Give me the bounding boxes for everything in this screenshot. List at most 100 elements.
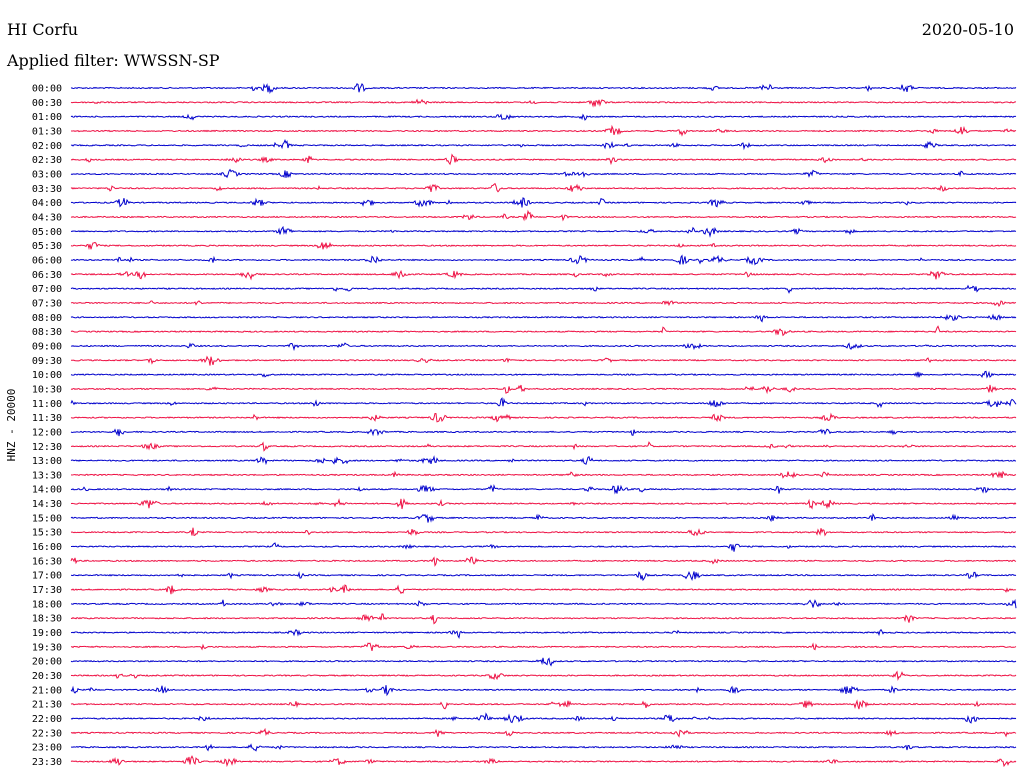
- trace-line: [70, 512, 1017, 523]
- trace-line: [70, 98, 1017, 108]
- trace-line: [70, 727, 1017, 738]
- row-time-label: 14:30: [32, 499, 62, 510]
- row-time-label: 09:00: [32, 341, 62, 352]
- filter-label: Applied filter: WWSSN-SP: [7, 51, 220, 70]
- row-time-label: 13:30: [32, 470, 62, 481]
- row-time-label: 06:00: [32, 255, 62, 266]
- trace-line: [70, 455, 1017, 466]
- trace-line: [70, 325, 1017, 337]
- trace-line: [70, 441, 1017, 452]
- trace-line: [70, 584, 1017, 595]
- row-time-label: 08:30: [32, 327, 62, 338]
- row-time-label: 17:00: [32, 571, 62, 582]
- row-time-label: 21:30: [32, 700, 62, 711]
- trace-line: [70, 628, 1017, 640]
- trace-line: [70, 412, 1017, 423]
- trace-line: [70, 598, 1017, 609]
- row-time-label: 05:00: [32, 227, 62, 238]
- trace-line: [70, 300, 1017, 308]
- trace-line: [70, 527, 1017, 537]
- row-time-label: 10:30: [32, 384, 62, 395]
- trace-line: [70, 384, 1017, 395]
- row-time-label: 14:00: [32, 485, 62, 496]
- row-time-label: 01:00: [32, 112, 62, 123]
- trace-rows: 00:00 00:30 01:00 01:30 02:00 02:30 03:00 03:30…: [32, 82, 1017, 768]
- row-time-label: 09:30: [32, 356, 62, 367]
- trace-line: [70, 699, 1017, 710]
- row-time-label: 03:30: [32, 184, 62, 195]
- row-time-label: 05:30: [32, 241, 62, 252]
- trace-line: [70, 355, 1017, 366]
- trace-line: [70, 269, 1017, 281]
- row-time-label: 00:00: [32, 84, 62, 95]
- trace-line: [70, 657, 1017, 667]
- row-time-label: 18:00: [32, 599, 62, 610]
- trace-line: [70, 397, 1017, 409]
- row-time-label: 01:30: [32, 126, 62, 137]
- trace-line: [70, 209, 1017, 222]
- trace-line: [70, 613, 1017, 625]
- trace-line: [70, 470, 1017, 479]
- row-time-label: 22:30: [32, 728, 62, 739]
- trace-line: [70, 342, 1017, 352]
- trace-line: [70, 498, 1017, 510]
- row-time-label: 11:30: [32, 413, 62, 424]
- trace-line: [70, 484, 1017, 495]
- trace-line: [70, 284, 1017, 294]
- station-title: HI Corfu: [7, 20, 79, 39]
- trace-line: [71, 124, 1017, 137]
- row-time-label: 16:30: [32, 556, 62, 567]
- row-time-label: 19:30: [32, 642, 62, 653]
- row-time-label: 18:30: [32, 614, 62, 625]
- trace-line: [70, 197, 1017, 208]
- row-time-label: 22:00: [32, 714, 62, 725]
- row-time-label: 11:00: [32, 399, 62, 410]
- trace-line: [70, 370, 1017, 379]
- row-time-label: 16:00: [32, 542, 62, 553]
- trace-line: [70, 82, 1017, 95]
- row-time-label: 20:00: [32, 657, 62, 668]
- trace-line: [70, 743, 1017, 752]
- trace-line: [70, 670, 1017, 681]
- row-time-label: 07:30: [32, 298, 62, 309]
- row-time-label: 12:00: [32, 427, 62, 438]
- trace-line: [70, 428, 1017, 437]
- row-time-label: 13:00: [32, 456, 62, 467]
- row-time-label: 04:30: [32, 212, 62, 223]
- row-time-label: 02:00: [32, 141, 62, 152]
- trace-line: [70, 254, 1017, 266]
- trace-line: [70, 712, 1017, 724]
- row-time-label: 00:30: [32, 98, 62, 109]
- row-time-label: 08:00: [32, 313, 62, 324]
- row-time-label: 21:00: [32, 685, 62, 696]
- trace-line: [70, 685, 1017, 697]
- trace-line: [70, 168, 1017, 179]
- row-time-label: 23:30: [32, 757, 62, 768]
- trace-line: [70, 542, 1017, 552]
- y-axis-label: HNZ - 20000: [5, 389, 18, 462]
- trace-line: [70, 138, 1017, 151]
- row-time-label: 15:30: [32, 528, 62, 539]
- row-time-label: 04:00: [32, 198, 62, 209]
- row-time-label: 10:00: [32, 370, 62, 381]
- row-time-label: 07:00: [32, 284, 62, 295]
- trace-line: [70, 313, 1017, 323]
- row-time-label: 15:00: [32, 513, 62, 524]
- trace-line: [70, 556, 1017, 567]
- row-time-label: 19:00: [32, 628, 62, 639]
- trace-line: [70, 225, 1017, 238]
- trace-line: [70, 642, 1017, 651]
- row-time-label: 06:30: [32, 270, 62, 281]
- trace-line: [70, 153, 1017, 166]
- date-label: 2020-05-10: [921, 20, 1014, 39]
- trace-line: [70, 241, 1017, 251]
- trace-line: [70, 755, 1017, 768]
- trace-line: [70, 571, 1017, 582]
- row-time-label: 03:00: [32, 169, 62, 180]
- row-time-label: 12:30: [32, 442, 62, 453]
- trace-line: [70, 113, 1017, 121]
- row-time-label: 02:30: [32, 155, 62, 166]
- row-time-label: 20:30: [32, 671, 62, 682]
- row-time-label: 23:00: [32, 743, 62, 754]
